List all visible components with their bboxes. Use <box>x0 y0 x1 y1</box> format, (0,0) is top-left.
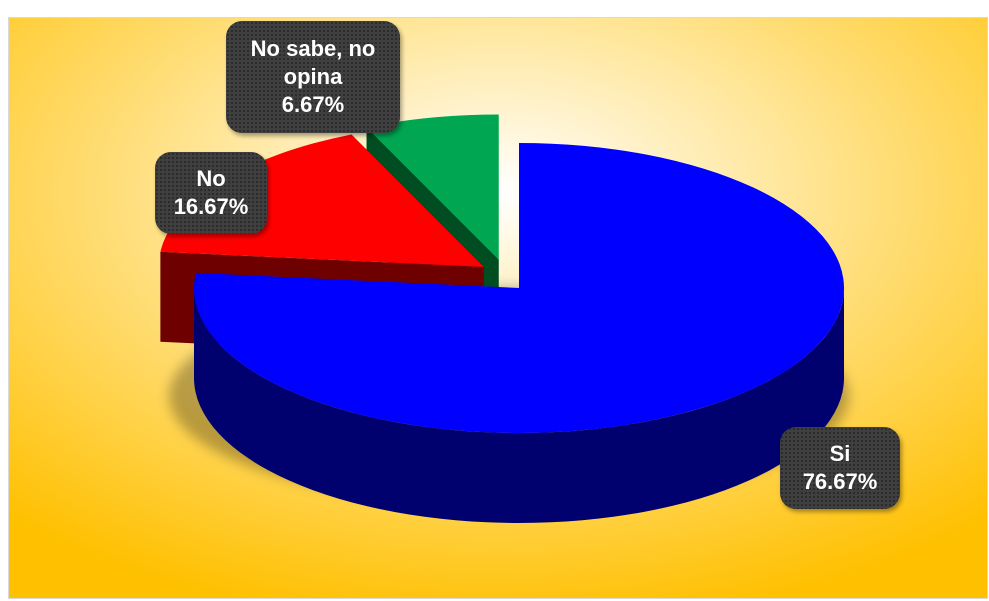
data-label-no-sabe-name: No sabe, no opina <box>250 36 376 89</box>
data-label-no-name: No <box>196 166 226 191</box>
pie-chart <box>9 18 987 598</box>
chart-frame: Si 76.67% No 16.67% No sabe, no opina 6.… <box>8 17 988 599</box>
data-label-si: Si 76.67% <box>780 427 900 509</box>
pie-slice-top <box>193 143 844 433</box>
data-label-no-sabe: No sabe, no opina 6.67% <box>226 21 400 133</box>
pie-slice-si <box>193 143 844 523</box>
data-label-si-value: 76.67% <box>802 469 878 494</box>
data-label-no-sabe-value: 6.67% <box>281 92 345 117</box>
data-label-si-name: Si <box>829 441 851 466</box>
data-label-no-value: 16.67% <box>173 194 249 219</box>
data-label-no: No 16.67% <box>155 152 267 234</box>
pie-slice-wall <box>194 288 844 523</box>
pie-slice-top <box>366 114 499 260</box>
